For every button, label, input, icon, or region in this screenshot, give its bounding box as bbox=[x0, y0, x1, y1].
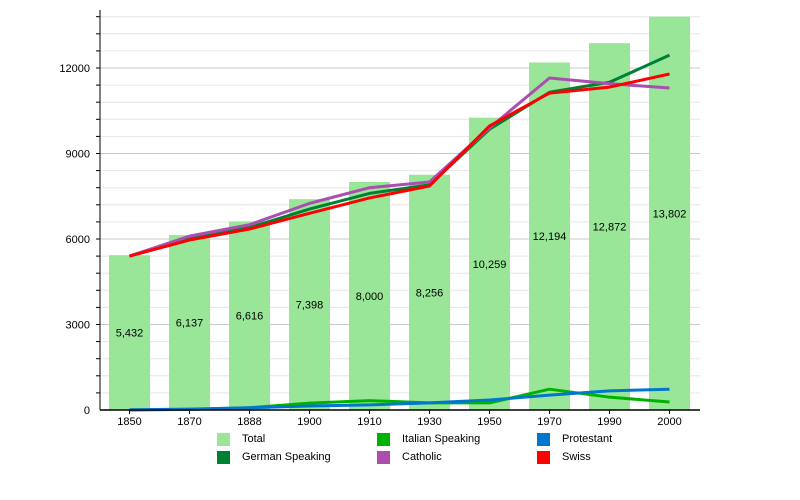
x-tick-label: 2000 bbox=[657, 416, 681, 428]
bar-1850 bbox=[109, 255, 150, 410]
legend-swatch bbox=[377, 432, 390, 446]
bar-label: 10,259 bbox=[473, 259, 507, 271]
y-tick-label: 9000 bbox=[66, 149, 90, 161]
legend-item: Swiss bbox=[537, 450, 637, 464]
legend-swatch bbox=[537, 432, 550, 446]
bar-label: 12,872 bbox=[593, 222, 627, 234]
legend-swatch bbox=[217, 450, 230, 464]
x-tick-label: 1970 bbox=[537, 416, 561, 428]
legend-label: Protestant bbox=[562, 433, 613, 445]
bar-1950 bbox=[469, 117, 510, 410]
legend: Total Italian Speaking Protestant German Sp… bbox=[217, 432, 637, 464]
x-tick-label: 1930 bbox=[417, 416, 441, 428]
bar-1930 bbox=[409, 174, 450, 410]
bar-1900 bbox=[289, 199, 330, 410]
legend-label: Swiss bbox=[562, 451, 591, 463]
bar-label: 6,137 bbox=[176, 318, 204, 330]
bar-label: 8,256 bbox=[416, 287, 444, 299]
bar-2000 bbox=[649, 16, 690, 410]
x-tick-label: 1900 bbox=[297, 416, 321, 428]
legend-label: Total bbox=[242, 433, 266, 445]
bar-label: 7,398 bbox=[296, 300, 324, 312]
bar-label: 12,194 bbox=[533, 231, 567, 243]
x-tick-label: 1910 bbox=[357, 416, 381, 428]
bar-1910 bbox=[349, 182, 390, 410]
bar-1970 bbox=[529, 62, 570, 410]
x-tick-label: 1888 bbox=[237, 416, 261, 428]
bar-label: 6,616 bbox=[236, 311, 264, 323]
legend-label: Italian Speaking bbox=[402, 433, 481, 445]
y-tick-label: 3000 bbox=[66, 320, 90, 332]
legend-item: Catholic bbox=[377, 450, 537, 464]
legend-swatch bbox=[377, 450, 390, 464]
legend-item: Protestant bbox=[537, 432, 637, 446]
x-tick-label: 1850 bbox=[117, 416, 141, 428]
bar-label: 13,802 bbox=[653, 208, 687, 220]
legend-item: German Speaking bbox=[217, 450, 377, 464]
legend-label: Catholic bbox=[402, 451, 442, 463]
series-line-swiss bbox=[129, 72, 670, 258]
x-tick-label: 1990 bbox=[597, 416, 621, 428]
y-tick-label: 6000 bbox=[66, 234, 90, 246]
bar-label: 5,432 bbox=[116, 328, 144, 340]
bar-1870 bbox=[169, 235, 210, 410]
legend-item: Total bbox=[217, 432, 377, 446]
series-line-catholic bbox=[129, 76, 670, 258]
x-tick-label: 1950 bbox=[477, 416, 501, 428]
y-tick-label: 12000 bbox=[59, 63, 90, 75]
bar-1888 bbox=[229, 221, 270, 410]
series-line-protestant bbox=[129, 387, 670, 412]
bar-1990 bbox=[589, 43, 630, 410]
bar-label: 8,000 bbox=[356, 291, 384, 303]
legend-item: Italian Speaking bbox=[377, 432, 537, 446]
legend-swatch bbox=[537, 450, 550, 464]
y-tick-label: 0 bbox=[84, 405, 90, 417]
x-tick-label: 1870 bbox=[177, 416, 201, 428]
legend-swatch bbox=[217, 432, 230, 446]
legend-label: German Speaking bbox=[242, 451, 331, 463]
